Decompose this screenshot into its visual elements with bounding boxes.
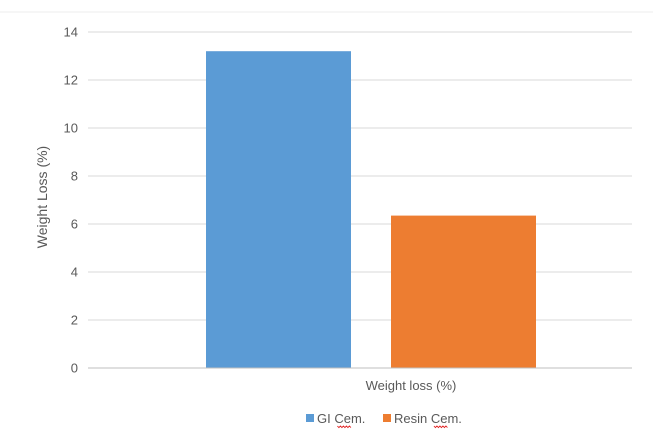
y-tick-label: 12 [64, 73, 78, 88]
gridlines [88, 31, 632, 321]
x-category-label: Weight loss (%) [366, 378, 457, 393]
y-tick-label: 14 [64, 25, 78, 40]
bars [206, 51, 536, 368]
legend: GI Cem. Resin Cem. [306, 411, 462, 429]
y-tick-label: 10 [64, 121, 78, 136]
y-tick-label: 4 [71, 265, 78, 280]
y-tick-label: 8 [71, 169, 78, 184]
legend-swatch [306, 414, 314, 422]
bar-gi-cem [206, 51, 351, 368]
legend-label: GI Cem. [317, 411, 365, 426]
legend-swatch [383, 414, 391, 422]
y-tick-label: 2 [71, 313, 78, 328]
y-axis-tick-labels: 0 2 4 6 8 10 12 14 [64, 25, 78, 376]
legend-label: Resin Cem. [394, 411, 462, 426]
y-axis-title: Weight Loss (%) [34, 146, 50, 248]
y-tick-label: 6 [71, 217, 78, 232]
spellcheck-underline [337, 425, 352, 429]
bar-resin-cem [391, 215, 536, 368]
spellcheck-underline [433, 425, 448, 429]
y-tick-label: 0 [71, 361, 78, 376]
